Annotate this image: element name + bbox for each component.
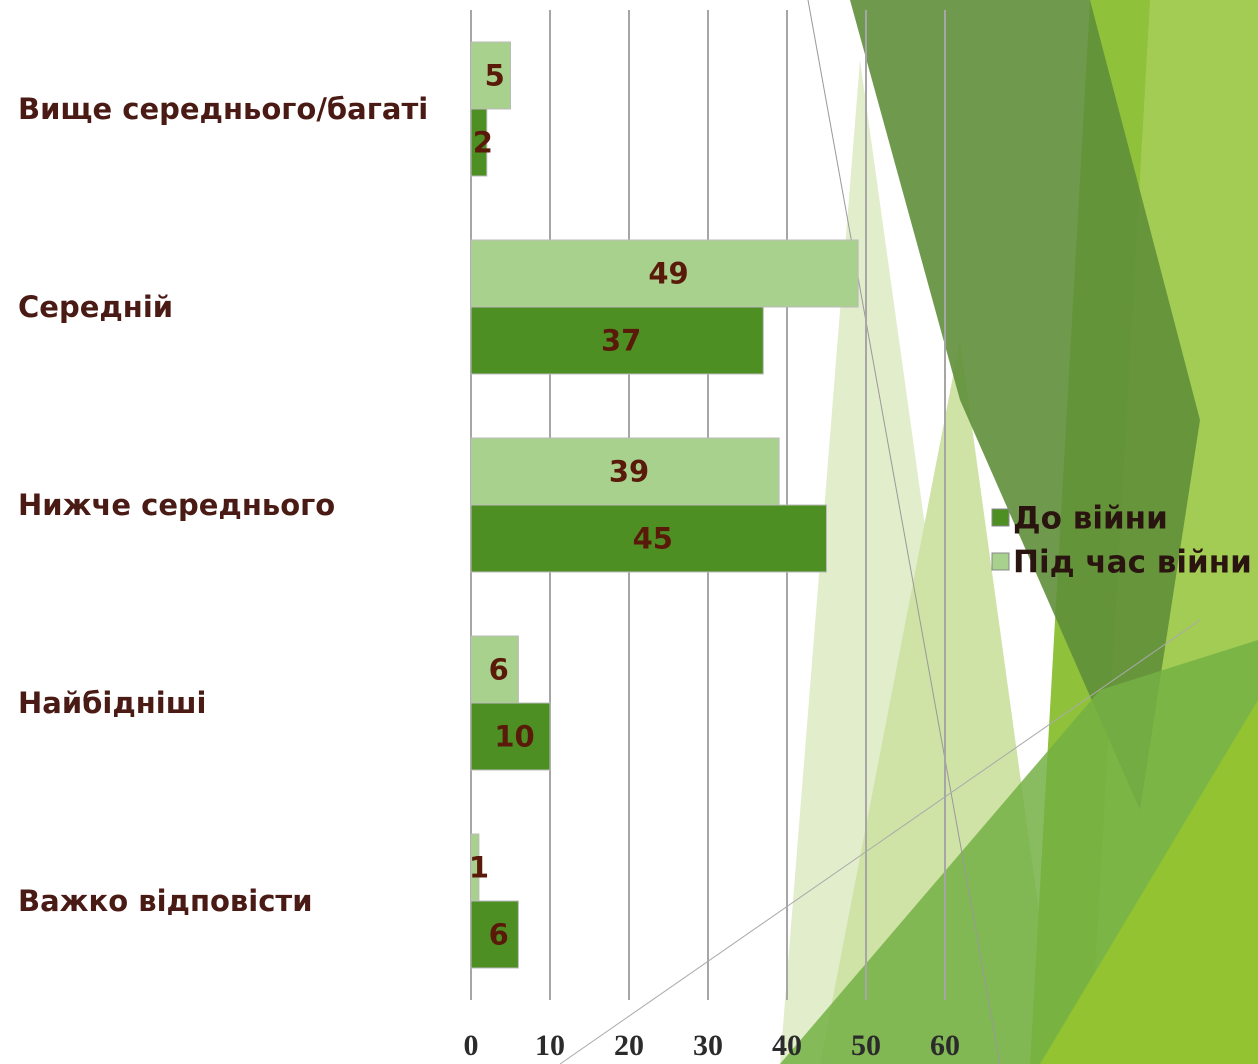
bar [470,437,780,506]
legend-swatch [991,552,1010,571]
category-label: Середній [18,290,173,324]
category-label: Важко відповісти [18,884,313,918]
bar [470,41,511,110]
background-decoration [559,0,1258,1064]
legend-swatch [991,508,1010,527]
category-label: Нижче середнього [18,488,335,522]
value-label: 45 [633,522,673,556]
category-label: Найбідніші [18,686,207,720]
x-tick-label: 60 [930,1029,960,1062]
bar [470,635,519,704]
bar [470,833,480,902]
value-label: 10 [494,720,534,754]
bar [470,239,859,308]
value-label: 6 [489,918,509,952]
x-tick-label: 0 [464,1029,479,1062]
value-label: 37 [601,324,641,358]
bar [470,306,764,375]
value-label: 49 [648,257,688,291]
legend-label: До війни [1013,501,1168,537]
legend-label: Під час війни [1013,545,1252,581]
category-label: Вище середнього/багаті [18,92,428,126]
value-label: 39 [609,455,649,489]
value-label: 1 [469,851,489,885]
value-label: 6 [489,653,509,687]
bar [470,900,519,969]
x-tick-label: 20 [614,1029,644,1062]
bar [470,702,551,771]
x-tick-label: 40 [772,1029,802,1062]
x-tick-label: 10 [535,1029,565,1062]
x-tick-label: 50 [851,1029,881,1062]
value-label: 5 [485,59,505,93]
x-tick-label: 30 [693,1029,723,1062]
value-label: 2 [473,126,493,160]
